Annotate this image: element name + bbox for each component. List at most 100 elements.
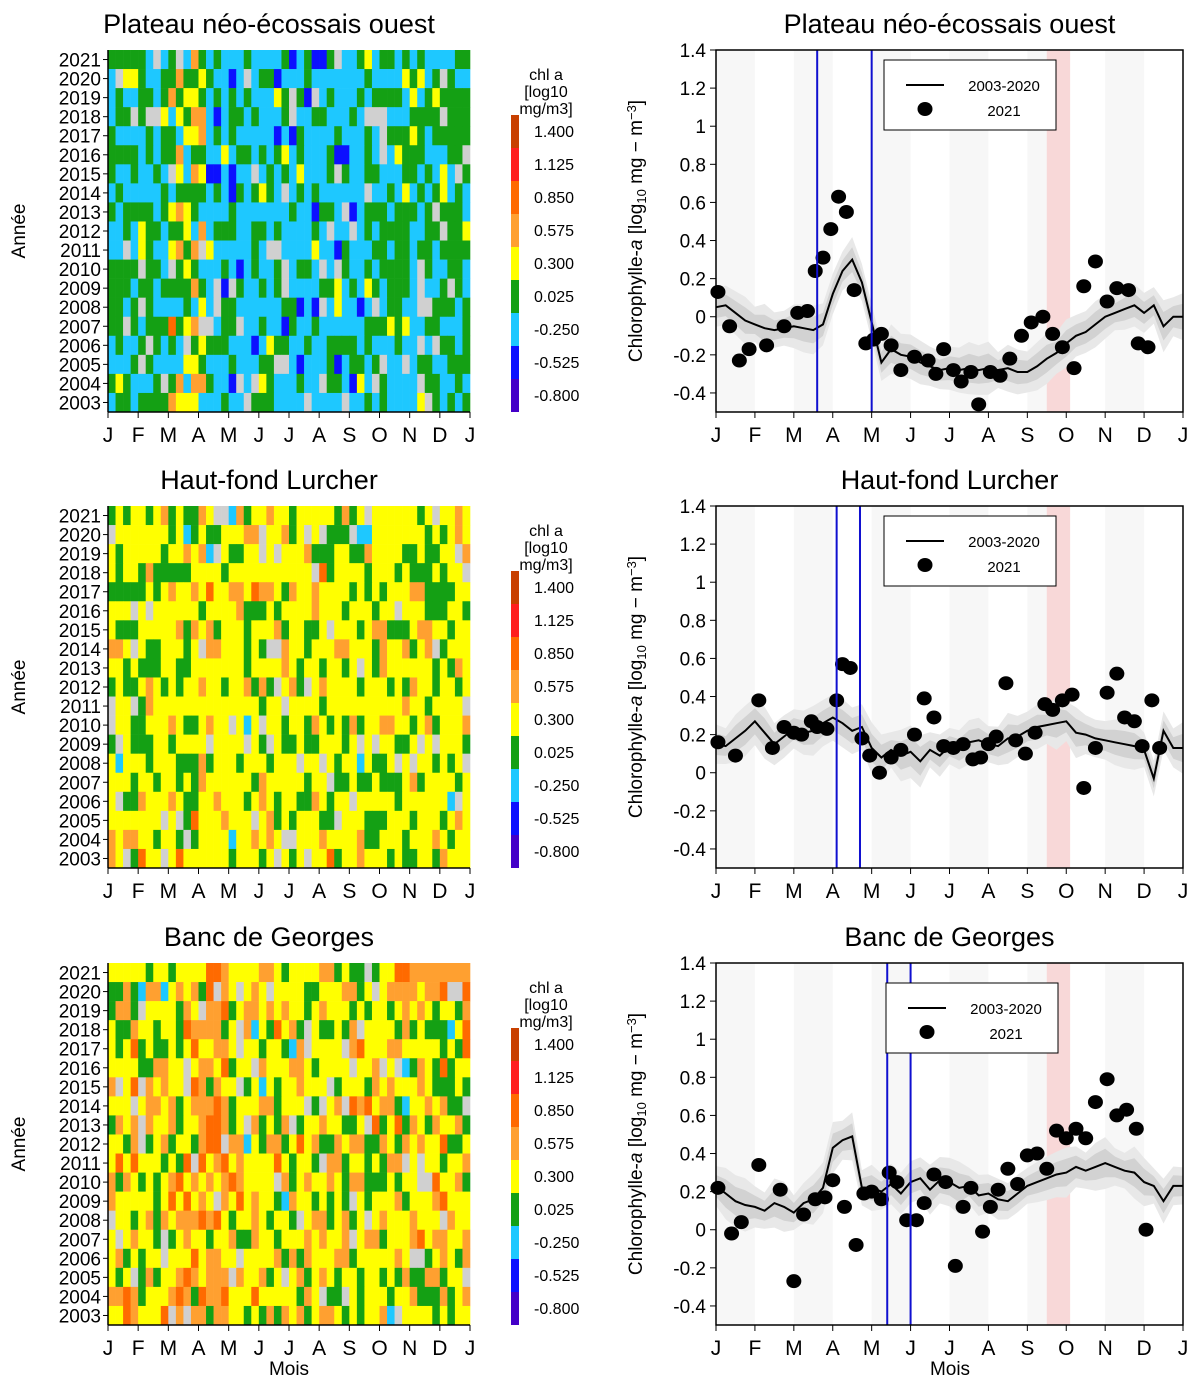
heatmap-cell [273,715,282,735]
heatmap-cell [394,1058,403,1078]
heatmap-cell [289,259,297,279]
heatmap-cell [213,1115,222,1135]
line-xlabel: Mois [930,1359,970,1379]
heatmap-cell [251,1210,260,1231]
heatmap-cell [190,373,199,394]
heatmap-cell [379,1115,388,1135]
heatmap-cell [123,278,131,298]
heatmap-cell [356,240,365,260]
heatmap-cell [243,677,252,697]
heatmap-cell [213,963,222,983]
heatmap-cell [319,1058,328,1078]
heatmap-cell [356,1134,365,1154]
heatmap-cell [341,240,350,260]
heatmap-cell [296,677,305,697]
heatmap-cell [183,772,192,793]
heatmap-cell [432,829,441,850]
heatmap-cell [221,1153,229,1173]
heatmap-cell [379,1058,388,1078]
heatmap-cell [206,107,214,127]
heatmap-cell [364,145,373,165]
heatmap-cell [258,658,267,678]
heatmap-cell [130,316,139,337]
heatmap-cell [334,544,343,564]
heatmap-cell [349,848,358,869]
heatmap-cell [319,354,328,375]
heatmap-cell [402,1210,410,1231]
year-tick-label: 2008 [59,1211,101,1232]
heatmap-cell [334,373,343,394]
heatmap-cell [236,50,245,70]
heatmap-panel-2: Banc de Georges2021202020192018201720162… [9,922,579,1360]
heatmap-cell [115,1039,124,1059]
heatmap-cell [349,1172,358,1192]
heatmap-cell [326,715,335,735]
heatmap-cell [236,1248,245,1269]
heatmap-cell [236,715,245,735]
heatmap-cell [236,1210,245,1231]
heatmap-cell [130,696,139,716]
heatmap-cell [190,50,199,70]
heatmap-cell [236,677,245,697]
heatmap-cell [364,696,373,716]
heatmap-cell [258,696,267,716]
heatmap-cell [394,544,403,564]
heatmap-cell [356,88,365,108]
heatmap-cell [432,525,441,545]
heatmap-cell [206,601,214,621]
heatmap-cell [236,107,245,127]
heatmap-cell [409,772,418,793]
heatmap-cell [221,848,229,869]
heatmap-cell [281,1305,290,1326]
heatmap-cell [190,1134,199,1154]
heatmap-cell [462,1172,471,1192]
heatmap-cell [153,696,162,716]
heatmap-cell [432,107,441,127]
heatmap-cell [462,1191,471,1211]
heatmap-cell [379,1153,388,1173]
heatmap-cell [160,639,169,659]
heatmap-cell [417,544,426,564]
heatmap-cell [168,1020,177,1040]
heatmap-cell [198,1134,207,1154]
heatmap-cell [356,1286,365,1307]
heatmap-cell [341,829,350,850]
heatmap-cell [356,1172,365,1192]
heatmap-cell [130,373,139,394]
heatmap-cell [160,88,169,108]
heatmap-cell [319,715,328,735]
heatmap-cell [138,88,147,108]
heatmap-cell [356,734,365,754]
heatmap-cell [221,734,229,754]
heatmap-cell [183,1096,192,1116]
heatmap-cell [334,1305,343,1326]
heatmap-cell [326,525,335,545]
legend-point-label: 2021 [989,1026,1022,1043]
heatmap-cell [175,506,184,526]
heatmap-cell [183,963,192,983]
heatmap-cell [206,544,214,564]
heatmap-cell [213,202,222,222]
heatmap-cell [402,791,410,812]
point-2021 [883,338,899,353]
heatmap-cell [424,1077,433,1097]
month-tick-label: S [1020,880,1034,903]
heatmap-cell [175,1134,184,1154]
point-2021 [1144,693,1160,708]
heatmap-cell [175,1172,184,1192]
heatmap-cell [319,772,328,793]
line-title: Haut-fond Lurcher [841,465,1059,495]
point-2021 [916,1196,932,1211]
heatmap-cell [356,278,365,298]
point-2021 [1078,1131,1094,1146]
heatmap-cell [402,69,410,89]
heatmap-cell [326,1153,335,1173]
heatmap-cell [213,335,222,356]
heatmap-cell [221,1305,229,1326]
heatmap-cell [304,259,312,279]
heatmap-cell [454,259,463,279]
heatmap-cell [432,88,441,108]
heatmap-cell [454,715,463,735]
heatmap-cell [190,107,199,127]
heatmap-cell [454,982,463,1002]
